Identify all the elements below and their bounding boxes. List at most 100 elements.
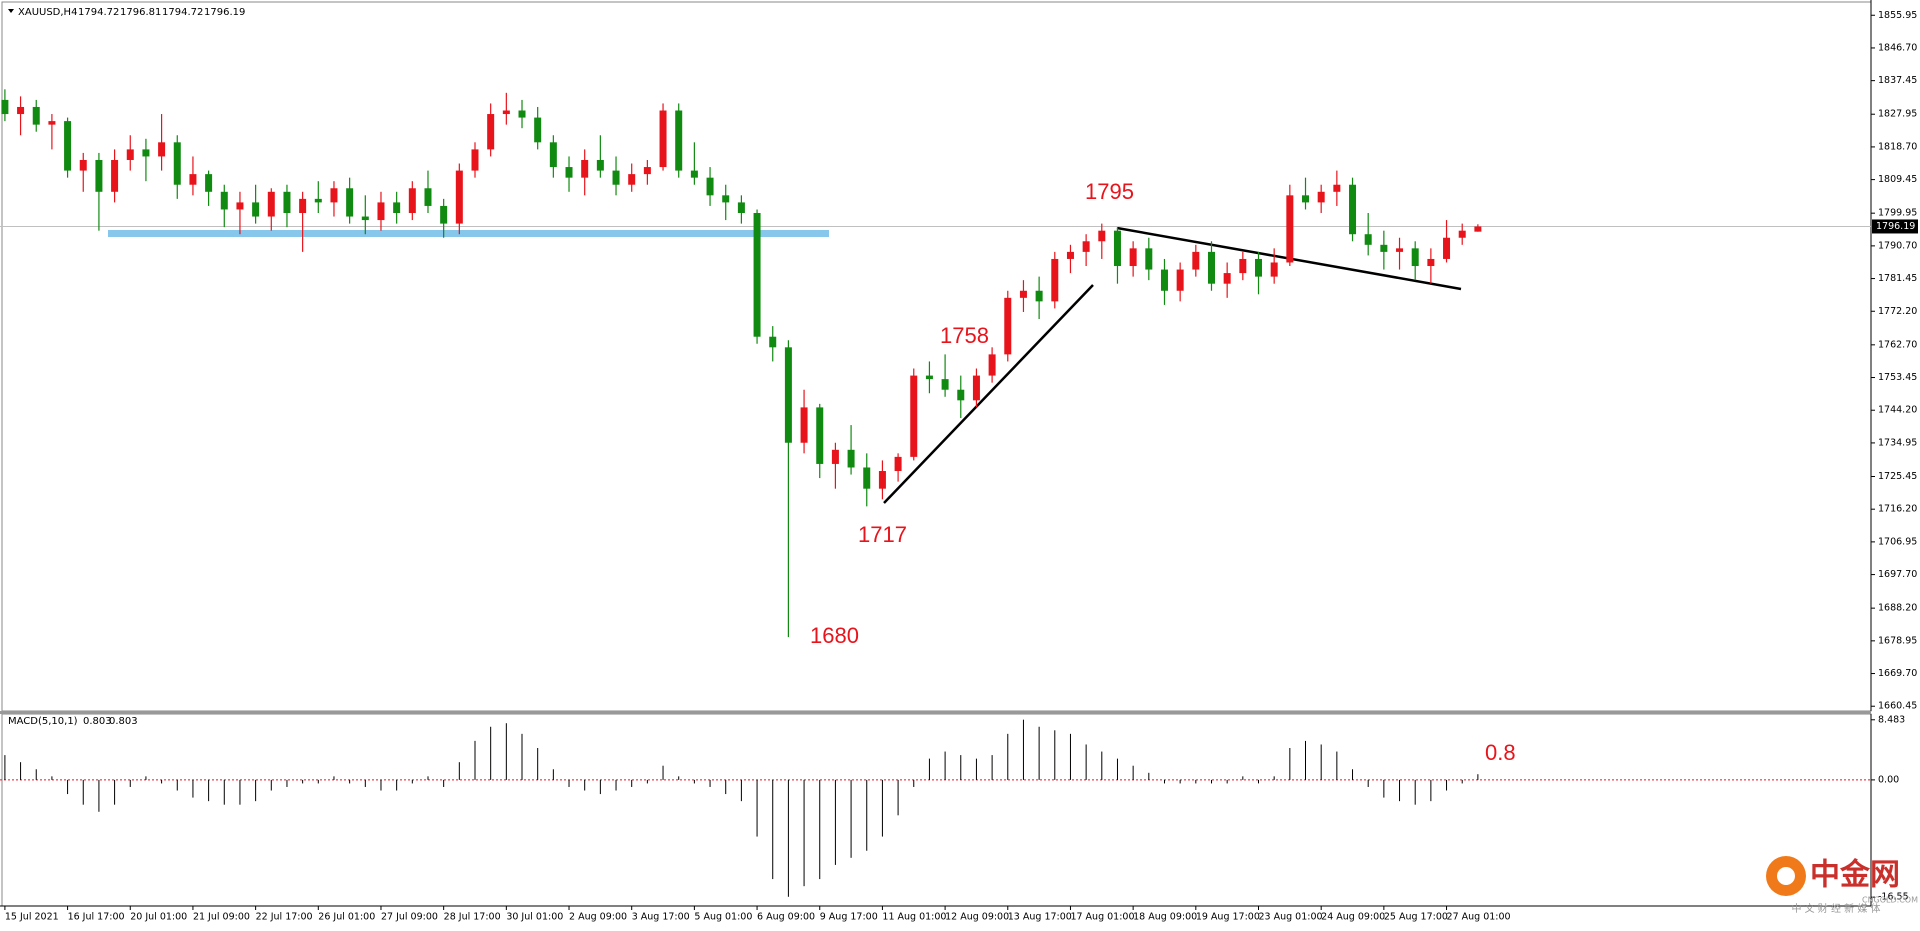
candle-body xyxy=(925,375,933,380)
candle-body xyxy=(1176,269,1184,291)
candle-body xyxy=(1317,191,1325,203)
watermark-site: CNGOLD.COM xyxy=(1862,896,1918,905)
current-price-label: 1796.19 xyxy=(1876,221,1915,232)
candle-body xyxy=(894,456,902,472)
x-tick-label: 27 Aug 01:00 xyxy=(1447,912,1511,923)
candle-body xyxy=(1349,184,1357,235)
candle-body xyxy=(1255,258,1262,277)
candle-body xyxy=(455,170,463,224)
candle-body xyxy=(1411,248,1419,267)
candle-body xyxy=(910,375,918,457)
candle-body xyxy=(675,110,683,171)
candle-body xyxy=(863,467,871,489)
x-tick-label: 9 Aug 17:00 xyxy=(820,912,878,923)
candle-body xyxy=(1396,248,1404,252)
y-tick-label: 1809.45 xyxy=(1878,174,1917,185)
y-tick-label: 1846.70 xyxy=(1878,42,1917,53)
candle-body xyxy=(1427,258,1435,267)
candle-body xyxy=(518,110,526,118)
candle-body xyxy=(1333,184,1341,192)
candle-body xyxy=(1239,258,1247,274)
x-tick-label: 2 Aug 09:00 xyxy=(569,912,627,923)
candle-body xyxy=(753,213,761,337)
candle-body xyxy=(549,142,557,168)
y-tick-label: 1734.95 xyxy=(1878,437,1917,448)
y-tick-label: 1669.70 xyxy=(1878,668,1917,679)
candle-body xyxy=(565,167,573,178)
candle-body xyxy=(1004,297,1012,355)
macd-title: MACD(5,10,1) xyxy=(8,716,78,727)
candle-body xyxy=(878,471,886,489)
low-value: 1794.72 xyxy=(162,7,203,18)
x-tick-label: 16 Jul 17:00 xyxy=(68,912,125,923)
candle-body xyxy=(377,202,385,221)
y-tick-label: 1772.20 xyxy=(1878,306,1917,317)
candle-body xyxy=(800,407,808,443)
candle-body xyxy=(502,110,510,115)
x-tick-label: 21 Jul 09:00 xyxy=(193,912,250,923)
x-tick-label: 11 Aug 01:00 xyxy=(882,912,946,923)
close-value: 1796.19 xyxy=(204,7,245,18)
candle-body xyxy=(1129,248,1137,267)
candle-body xyxy=(1145,248,1153,270)
watermark-slogan: 中 文 财 经 新 媒 体 xyxy=(1791,902,1880,915)
x-tick-label: 22 Jul 17:00 xyxy=(256,912,313,923)
y-tick-label: 1725.45 xyxy=(1878,471,1917,482)
candle-body xyxy=(816,407,824,464)
x-tick-label: 27 Jul 09:00 xyxy=(381,912,438,923)
current-price-box xyxy=(1872,219,1918,234)
y-tick-label: 1706.95 xyxy=(1878,536,1917,547)
y-tick-label: -16.55 xyxy=(1878,892,1909,903)
candle-body xyxy=(424,188,432,206)
x-tick-label: 3 Aug 17:00 xyxy=(632,912,690,923)
x-tick-label: 23 Aug 01:00 xyxy=(1259,912,1323,923)
open-value: 1794.72 xyxy=(78,7,119,18)
candle-body xyxy=(706,177,714,196)
x-tick-label: 30 Jul 01:00 xyxy=(506,912,563,923)
candle-body xyxy=(737,202,745,214)
candle-body xyxy=(1192,251,1200,270)
candle-body xyxy=(957,389,965,401)
candle-body xyxy=(142,149,150,157)
candle-body xyxy=(79,159,87,171)
candle-body xyxy=(722,195,730,203)
candle-body xyxy=(1443,237,1451,259)
y-tick-label: 1744.20 xyxy=(1878,405,1917,416)
y-tick-label: 1697.70 xyxy=(1878,569,1917,580)
candle-body xyxy=(612,170,620,185)
candle-body xyxy=(1066,251,1074,259)
candle-body xyxy=(408,188,416,214)
menu-arrow xyxy=(8,9,14,13)
y-tick-label: 1762.70 xyxy=(1878,339,1917,350)
x-tick-label: 24 Aug 09:00 xyxy=(1321,912,1385,923)
y-tick-label: 1660.45 xyxy=(1878,701,1917,712)
candle-body xyxy=(1019,290,1027,298)
candle-body xyxy=(1,99,9,115)
candle-body xyxy=(1082,241,1090,252)
candle-body xyxy=(1113,230,1121,267)
candle-body xyxy=(346,188,354,217)
candle-body xyxy=(252,202,260,217)
high-value: 1796.81 xyxy=(120,7,161,18)
y-tick-label: 0.00 xyxy=(1878,774,1899,785)
x-tick-label: 15 Jul 2021 xyxy=(5,912,59,923)
y-tick-label: 1799.95 xyxy=(1878,208,1917,219)
annotation: 1758 xyxy=(940,323,989,348)
trend-line xyxy=(883,284,1094,504)
y-tick-label: 1818.70 xyxy=(1878,141,1917,152)
candle-body xyxy=(32,106,40,125)
annotation: 0.8 xyxy=(1485,740,1516,765)
candle-body xyxy=(831,449,839,464)
watermark-icon xyxy=(1777,867,1795,885)
candle-body xyxy=(769,336,777,348)
watermark-logo: 中金网 xyxy=(1810,858,1900,893)
candle-body xyxy=(1474,226,1482,232)
x-tick-label: 6 Aug 09:00 xyxy=(757,912,815,923)
candle-body xyxy=(48,121,56,125)
y-tick-label: 1688.20 xyxy=(1878,603,1917,614)
x-tick-label: 26 Jul 01:00 xyxy=(318,912,375,923)
candle-body xyxy=(784,347,792,443)
macd-value: 0.803 xyxy=(83,716,112,727)
